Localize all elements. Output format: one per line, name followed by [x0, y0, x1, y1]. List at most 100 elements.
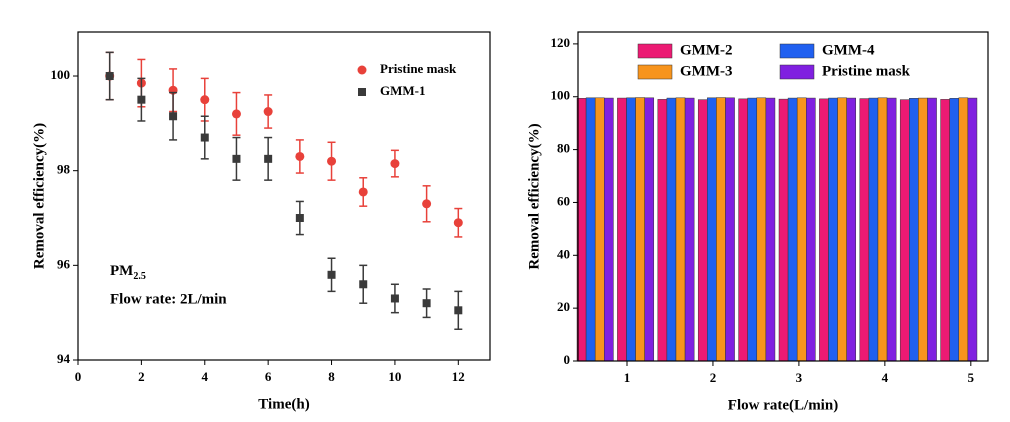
point	[232, 154, 241, 163]
legend-label: Pristine mask	[380, 61, 457, 76]
bar	[697, 99, 708, 362]
legend-swatch	[637, 43, 673, 59]
x-axis-label: Flow rate(L/min)	[728, 397, 838, 413]
bar	[604, 97, 614, 362]
plot-frame	[77, 31, 491, 361]
bar	[626, 97, 636, 362]
annotation: PM2.5	[110, 263, 146, 282]
bar	[909, 98, 919, 362]
bar	[684, 97, 695, 362]
bar	[657, 99, 668, 362]
x-tick-label: 10	[388, 369, 401, 384]
bar	[725, 97, 735, 362]
point	[327, 270, 336, 279]
bar	[927, 97, 937, 362]
legend-swatch	[779, 64, 815, 80]
legend-marker	[357, 65, 367, 75]
x-tick-label: 8	[328, 369, 335, 384]
y-tick-label: 40	[557, 246, 570, 261]
bar	[644, 97, 655, 362]
y-tick-label: 60	[557, 193, 570, 208]
point	[231, 109, 241, 119]
x-tick-label: 4	[882, 370, 889, 385]
bar	[868, 97, 879, 362]
bar	[716, 97, 726, 362]
x-tick-label: 6	[265, 369, 272, 384]
x-tick-label: 5	[968, 370, 975, 385]
bar	[886, 97, 897, 362]
legend-marker	[358, 88, 366, 96]
x-tick-label: 4	[202, 369, 209, 384]
y-tick-label: 98	[57, 162, 71, 177]
bar	[828, 97, 838, 362]
y-tick-label: 100	[551, 88, 571, 103]
bar	[617, 97, 627, 362]
plot-frame	[577, 31, 989, 362]
point	[422, 199, 432, 209]
point	[454, 306, 463, 315]
y-tick-label: 94	[57, 351, 71, 366]
legend-label: Pristine mask	[822, 63, 911, 79]
point	[390, 159, 400, 169]
bar	[967, 97, 978, 362]
bar	[958, 97, 969, 362]
x-tick-label: 1	[624, 370, 631, 385]
y-tick-label: 20	[557, 299, 570, 314]
y-tick-label: 100	[51, 67, 71, 82]
bar	[837, 97, 847, 362]
x-tick-label: 12	[452, 369, 465, 384]
point	[264, 154, 273, 163]
bar	[806, 97, 816, 362]
bar	[585, 97, 596, 362]
legend-label: GMM-3	[680, 63, 732, 79]
y-tick-label: 96	[57, 256, 71, 271]
point	[390, 294, 399, 303]
y-axis-label: Removal efficiency(%)	[31, 123, 47, 269]
bar	[594, 97, 605, 362]
bar	[675, 97, 686, 362]
y-tick-label: 0	[564, 352, 571, 367]
legend-swatch	[637, 64, 673, 80]
bar	[859, 98, 870, 362]
point	[358, 187, 368, 197]
x-tick-label: 3	[796, 370, 803, 385]
point	[422, 299, 431, 308]
bar	[756, 97, 767, 362]
bar	[635, 97, 645, 362]
annotation: Flow rate: 2L/min	[110, 291, 227, 307]
point	[295, 214, 304, 223]
bar	[707, 97, 717, 362]
point	[359, 280, 368, 289]
annotation-text: PM	[110, 263, 133, 279]
bar	[765, 97, 776, 362]
y-axis-label: Removal efficiency(%)	[526, 123, 542, 269]
legend-label: GMM-2	[680, 42, 732, 58]
x-axis-label: Time(h)	[258, 396, 309, 412]
legend-label: GMM-1	[380, 83, 425, 98]
point	[263, 107, 273, 117]
y-tick-label: 80	[557, 141, 570, 156]
bar	[899, 99, 910, 362]
point	[105, 72, 114, 81]
bar	[918, 97, 928, 362]
bar	[846, 97, 857, 362]
x-tick-label: 2	[138, 369, 145, 384]
y-tick-label: 120	[551, 35, 571, 50]
point	[295, 151, 305, 161]
bar	[949, 98, 960, 362]
point	[137, 95, 146, 104]
bar	[940, 99, 950, 362]
bar	[877, 97, 888, 362]
point	[327, 156, 337, 166]
point	[200, 95, 210, 105]
annotation-subscript: 2.5	[133, 271, 146, 282]
bar	[819, 98, 829, 362]
point	[200, 133, 209, 142]
point	[169, 112, 178, 121]
bar	[787, 97, 798, 362]
point	[453, 218, 463, 228]
bar	[796, 97, 807, 362]
x-tick-label: 2	[710, 370, 717, 385]
legend-swatch	[779, 43, 815, 59]
bar	[747, 97, 758, 362]
